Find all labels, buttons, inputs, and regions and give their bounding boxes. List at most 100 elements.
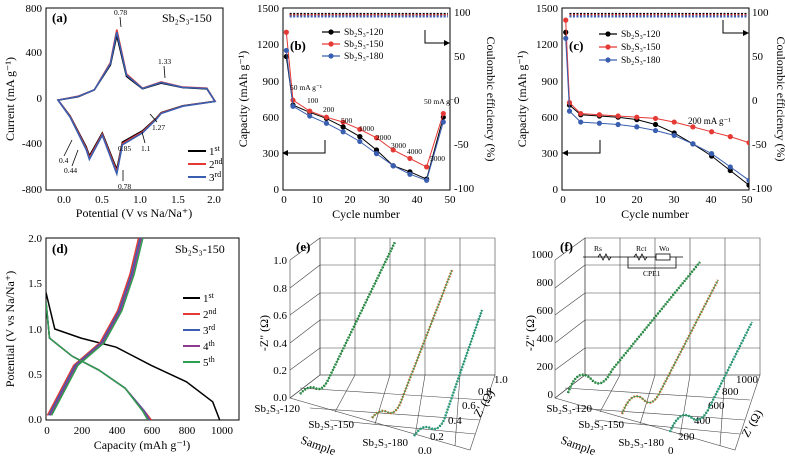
capacity-point xyxy=(283,29,289,35)
panel-c-ytick: 900 xyxy=(542,76,559,88)
panel-f-ztick: 1000 xyxy=(531,249,554,261)
rate-label: 2000 xyxy=(376,133,391,142)
charge-curve-3rd xyxy=(48,238,141,416)
panel-e-xtick: 0.6 xyxy=(462,400,476,412)
capacity-point xyxy=(746,140,749,146)
panel-f-samples: Sb₂S₃-120 Sb₂S₃-150 Sb₂S₃-180 xyxy=(546,403,664,449)
capacity-point xyxy=(671,119,677,125)
panel-e-ztick: 0.0 xyxy=(273,392,287,404)
panel-d-xtick: 800 xyxy=(179,425,196,437)
panel-b-ytick: 1500 xyxy=(257,3,280,15)
panel-e-label: (e) xyxy=(296,239,310,254)
panel-e-ztick: 0.2 xyxy=(273,365,287,377)
capacity-point xyxy=(290,103,296,109)
panel-d-ytick: 0.0 xyxy=(28,414,42,426)
rate-label: 4000 xyxy=(407,147,422,156)
capacity-point xyxy=(340,129,346,135)
panel-b-ytick2: 50 xyxy=(454,51,466,63)
panel-d-xticks: 0 200 400 600 800 1000 xyxy=(44,425,233,437)
circuit-label: Rs xyxy=(594,244,602,253)
warburg-element xyxy=(655,253,671,261)
axis-pointer-arrow xyxy=(424,30,444,44)
capacity-point xyxy=(690,141,696,147)
panel-d-ytick: 2.0 xyxy=(28,233,42,245)
sample-label: Sb₂S₃-120 xyxy=(254,403,300,415)
capacity-point xyxy=(323,120,330,126)
capacity-point xyxy=(407,155,413,162)
panel-b-xticks: 0 10 20 30 40 50 xyxy=(281,194,456,206)
panel-d-ytick: 1.5 xyxy=(28,278,42,290)
panel-d-xtick: 600 xyxy=(144,425,161,437)
capacity-point xyxy=(652,115,659,122)
capacity-point xyxy=(727,167,733,174)
capacity-point xyxy=(323,114,330,120)
annotation-arrow xyxy=(149,113,158,123)
panel-b: (b) 1500 1200 900 600 300 0 100 50 0 -50… xyxy=(236,3,498,221)
panel-a-xtick: 1.0 xyxy=(133,194,147,206)
capacity-point xyxy=(615,121,621,128)
nyquist-fit-150 xyxy=(371,269,453,419)
panel-a-xtick: 2.0 xyxy=(207,194,221,206)
panel-c-ytick2: 50 xyxy=(752,51,764,63)
capacity-point xyxy=(340,124,346,130)
equivalent-circuit: Rs Rct Wo CPE1 xyxy=(583,244,683,278)
circuit-label: Rct xyxy=(636,244,647,253)
charge-curve-2nd xyxy=(46,238,140,416)
axis-pointer-arrow xyxy=(568,140,601,154)
panel-e-ztick: 0.6 xyxy=(273,310,287,322)
nyquist-fit-180 xyxy=(669,321,753,433)
panel-f-xlabel: Z' (Ω) xyxy=(738,407,765,439)
panel-a-frame xyxy=(45,7,224,191)
capacity-point xyxy=(390,163,396,169)
panel-b-frame xyxy=(282,7,451,191)
panel-f-xtick: 800 xyxy=(722,386,739,398)
panel-e-zticks: 1.0 0.8 0.6 0.4 0.2 0.0 xyxy=(273,255,287,404)
cv-peak-label: 0.78 xyxy=(118,182,131,191)
panel-f-sample-axis-label: Sample xyxy=(559,433,598,458)
legend-marker xyxy=(328,29,334,35)
panel-f-ylabel: -Z" (Ω) xyxy=(523,315,537,351)
capacity-point xyxy=(690,124,696,130)
discharge-curve-3rd xyxy=(46,301,151,420)
capacity-point xyxy=(634,124,640,130)
capacity-point xyxy=(615,113,621,119)
panel-f-xtick: 200 xyxy=(678,431,695,443)
panel-d-ytick: 0.5 xyxy=(28,369,42,381)
panel-b-ytick: 300 xyxy=(263,148,280,160)
legend-marker xyxy=(605,44,611,50)
panel-d-ytick: 1.0 xyxy=(28,324,42,336)
panel-c-ylabel: Capacity (mAh g⁻¹) xyxy=(515,51,529,148)
panel-a-ytick: 0 xyxy=(37,93,43,105)
capacity-point xyxy=(563,35,569,41)
panel-a-yticks: 800 400 0 -400 -800 xyxy=(22,3,43,196)
panel-a-legend: 1st 2nd 3rd xyxy=(188,144,223,184)
cv-peak-label: 0.85 xyxy=(118,144,131,153)
panel-e-xticks: 0.0 0.2 0.4 0.6 0.8 1.0 xyxy=(418,374,508,457)
capacity-point xyxy=(746,177,749,183)
panel-c-xtick: 30 xyxy=(669,194,681,206)
rate-label: 5000 xyxy=(430,154,445,163)
legend-label: 3rd xyxy=(209,170,221,184)
nyquist-curve-120 xyxy=(566,261,701,394)
annotation-arrow xyxy=(163,65,166,79)
nyquist-fit-120 xyxy=(567,261,701,394)
resistor-rs xyxy=(597,253,612,261)
panel-d-xlabel: Capacity (mAh g⁻¹) xyxy=(94,438,191,452)
panel-c-frame xyxy=(561,7,750,191)
nyquist-fit-120 xyxy=(299,241,396,395)
panel-c-ytick2: 0 xyxy=(752,95,758,107)
panel-c-xticks: 0 10 20 30 40 50 xyxy=(560,194,753,206)
discharge-curve-1st xyxy=(46,292,221,420)
capacity-point xyxy=(709,129,715,135)
capacity-point xyxy=(671,132,677,138)
panel-c-xlabel: Cycle number xyxy=(621,207,689,221)
capacity-point xyxy=(596,120,603,126)
panel-b-ytick2: 0 xyxy=(454,95,460,107)
panel-b-legend: Sb₂S₃-120 Sb₂S₃-150 Sb₂S₃-180 xyxy=(322,28,384,62)
panel-d: (d) Sb₂S₃-150 2.0 1.5 1.0 0.5 0.0 0 200 … xyxy=(3,233,240,452)
panel-a-xtick: 1.5 xyxy=(171,194,185,206)
capacity-point xyxy=(440,119,446,125)
discharge-curve-4th xyxy=(46,301,150,420)
panel-b-ytick: 900 xyxy=(263,76,280,88)
